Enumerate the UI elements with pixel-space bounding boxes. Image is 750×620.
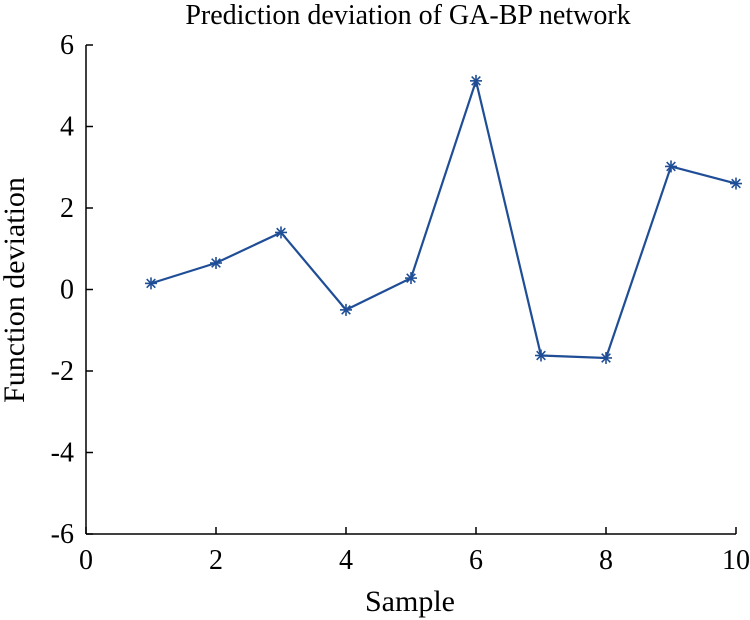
data-point-marker [535,349,547,362]
x-tick-label: 10 [722,545,750,576]
y-tick-label: -2 [51,356,74,387]
data-point-marker [210,257,222,270]
tick-group: -6 -4 -2 0 2 4 6 0 2 4 6 8 10 [51,30,750,576]
x-tick-label: 2 [209,545,223,576]
x-tick-label: 4 [339,545,353,576]
y-tick-label: -4 [51,438,74,469]
data-point-marker [665,160,677,173]
y-tick-label: 2 [60,193,74,224]
data-point-marker [470,74,482,87]
x-tick-label: 8 [599,545,613,576]
plot-area [145,74,742,364]
data-point-marker [405,272,417,285]
chart-title: Prediction deviation of GA-BP network [185,0,630,31]
data-point-marker [145,277,157,290]
y-tick-label: 6 [60,30,74,61]
x-axis-label: Sample [365,585,455,618]
data-point-marker [600,351,612,364]
y-tick-label: 0 [60,275,74,306]
axes [85,45,736,535]
y-tick-label: -6 [51,519,74,550]
data-point-marker [275,226,287,239]
data-point-marker [730,177,742,190]
x-tick-label: 6 [469,545,483,576]
y-tick-label: 4 [60,112,74,143]
x-tick-label: 0 [79,545,93,576]
data-point-marker [340,303,352,316]
y-axis-label: Function deviation [0,177,31,403]
series-line [150,76,737,360]
